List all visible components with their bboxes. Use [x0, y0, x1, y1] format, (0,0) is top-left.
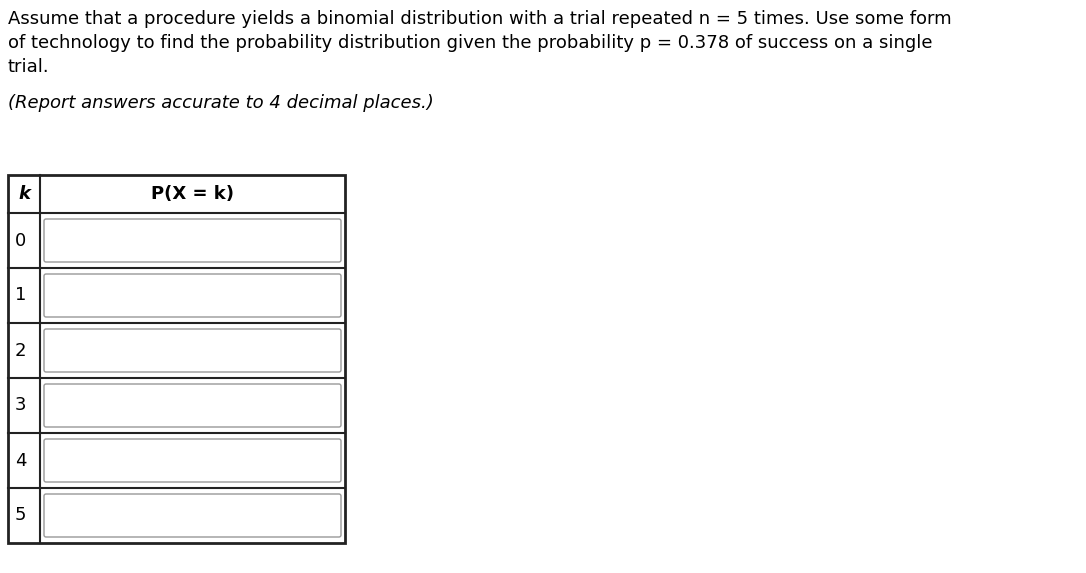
Text: 3: 3 [15, 397, 26, 414]
Text: Assume that a procedure yields a binomial distribution with a trial repeated n =: Assume that a procedure yields a binomia… [8, 10, 951, 28]
Text: 4: 4 [15, 452, 26, 469]
Text: P(X = k): P(X = k) [151, 185, 233, 203]
FancyBboxPatch shape [45, 329, 341, 372]
Text: 5: 5 [15, 507, 26, 524]
FancyBboxPatch shape [45, 274, 341, 317]
Text: (Report answers accurate to 4 decimal places.): (Report answers accurate to 4 decimal pl… [8, 94, 433, 112]
FancyBboxPatch shape [45, 439, 341, 482]
Text: of technology to find the probability distribution given the probability p = 0.3: of technology to find the probability di… [8, 34, 933, 52]
Text: trial.: trial. [8, 58, 50, 76]
Text: 2: 2 [15, 342, 26, 359]
Bar [8, 175, 345, 543]
FancyBboxPatch shape [45, 384, 341, 427]
FancyBboxPatch shape [45, 494, 341, 537]
Text: k: k [18, 185, 30, 203]
Text: 0: 0 [15, 231, 26, 249]
FancyBboxPatch shape [45, 219, 341, 262]
Text: 1: 1 [15, 286, 26, 304]
